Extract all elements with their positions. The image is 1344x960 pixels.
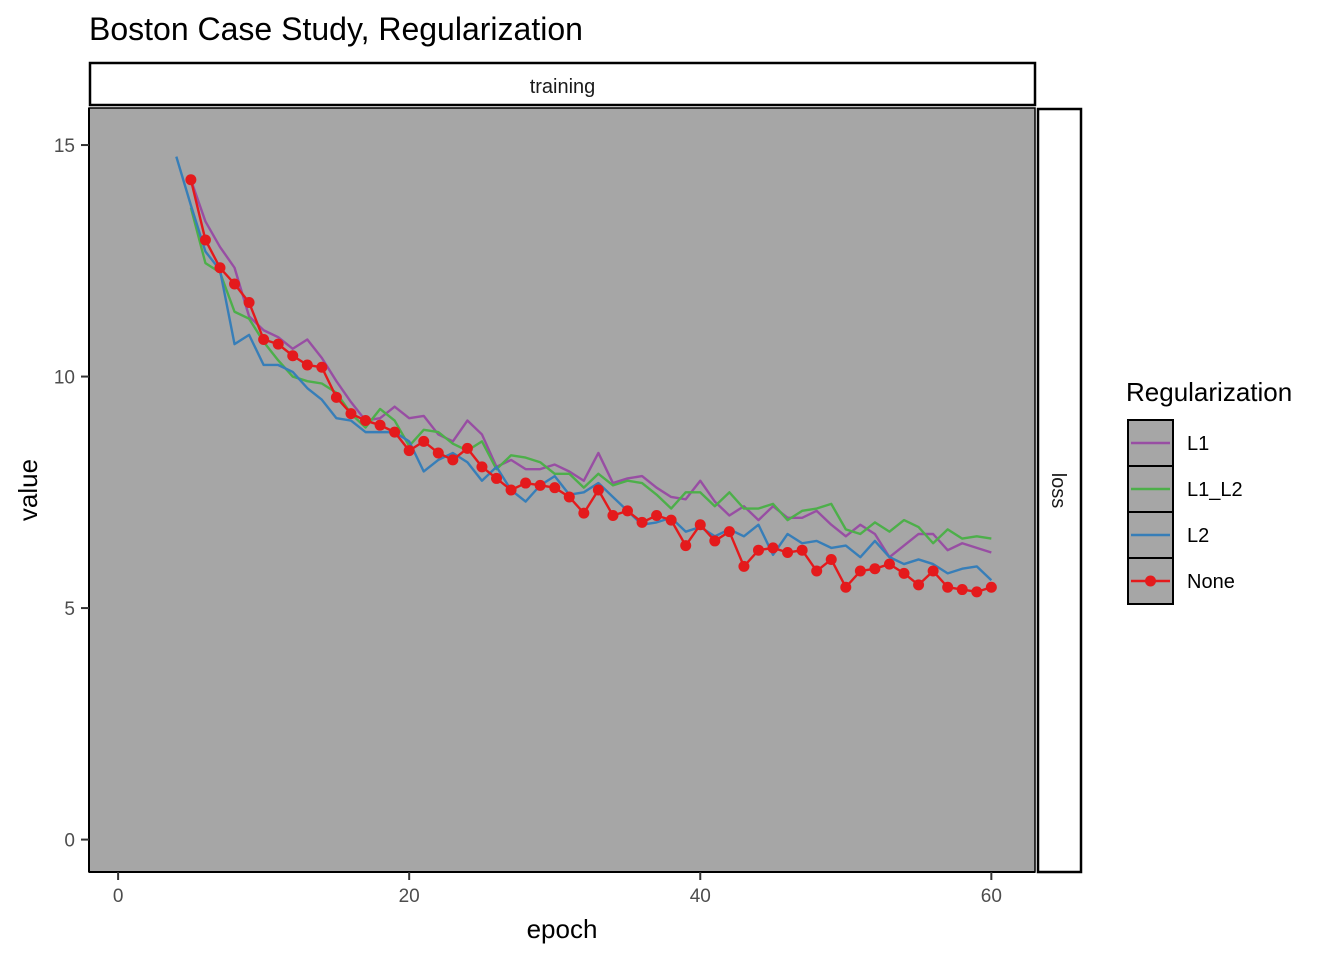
- chart-title: Boston Case Study, Regularization: [89, 11, 583, 47]
- series-line-l1: [189, 179, 992, 559]
- data-point-none: [694, 519, 706, 531]
- data-point-none: [243, 296, 255, 308]
- data-point-none: [229, 278, 241, 290]
- data-point-none: [942, 581, 954, 593]
- data-point-none: [447, 454, 459, 466]
- x-axis-title: epoch: [527, 914, 598, 944]
- data-point-none: [898, 567, 910, 579]
- legend-keys: L1 L1_L2 L2 None: [1127, 419, 1243, 605]
- facet-strip-top-label: training: [530, 76, 596, 98]
- data-point-none: [185, 174, 197, 186]
- data-point-none: [956, 584, 968, 596]
- data-point-none: [563, 491, 575, 503]
- legend-label-l1-l2: L1_L2: [1187, 479, 1243, 501]
- legend-key-point-none: [1145, 575, 1156, 587]
- data-point-none: [811, 565, 823, 577]
- panel-background: [88, 107, 1036, 873]
- data-point-none: [534, 479, 546, 491]
- data-point-none: [869, 563, 881, 575]
- data-point-none: [883, 558, 895, 570]
- series-line-l2: [175, 156, 993, 582]
- legend-title: Regularization: [1126, 377, 1292, 407]
- data-point-none: [665, 514, 677, 526]
- data-point-none: [520, 477, 532, 489]
- data-point-none: [505, 484, 517, 496]
- x-tick-label: 20: [399, 886, 420, 907]
- x-tick-label: 0: [113, 886, 124, 907]
- data-point-none: [723, 526, 735, 538]
- data-point-none: [360, 415, 372, 427]
- data-point-none: [476, 461, 488, 473]
- data-point-none: [330, 391, 342, 403]
- x-tick-label: 40: [690, 886, 711, 907]
- legend-label-l2: L2: [1187, 525, 1209, 547]
- data-point-none: [578, 507, 590, 519]
- series-line-l1-l2: [189, 207, 992, 545]
- data-point-none: [607, 509, 619, 521]
- legend-label-none: None: [1187, 571, 1235, 593]
- data-point-none: [636, 516, 648, 528]
- data-point-none: [651, 509, 663, 521]
- data-point-none: [985, 581, 997, 593]
- y-tick-label: 10: [54, 368, 75, 389]
- y-tick-label: 5: [64, 599, 75, 620]
- y-axis-title: value: [13, 459, 43, 521]
- data-point-none: [258, 334, 270, 346]
- data-point-none: [549, 482, 561, 494]
- facet-strip-right-box: [1036, 107, 1083, 874]
- data-point-none: [825, 553, 837, 565]
- series-layer: [175, 156, 997, 598]
- facet-strip-top: training: [88, 61, 1037, 107]
- data-point-none: [913, 579, 925, 591]
- data-point-none: [374, 419, 386, 431]
- legend-label-l1: L1: [1187, 433, 1209, 455]
- data-point-none: [840, 581, 852, 593]
- data-point-none: [752, 544, 764, 556]
- data-point-none: [709, 535, 721, 547]
- data-point-none: [971, 586, 983, 598]
- data-point-none: [403, 445, 415, 457]
- axes-layer: 0 20 40 60 0 5 10 15: [54, 108, 1035, 907]
- facet-strip-right-label: loss: [1047, 473, 1069, 509]
- facet-strip-top-box: [88, 61, 1037, 107]
- data-point-none: [432, 447, 444, 459]
- data-point-none: [287, 350, 299, 362]
- data-point-none: [680, 540, 692, 552]
- data-point-none: [461, 442, 473, 454]
- data-point-none: [214, 262, 226, 274]
- x-tick-label: 60: [981, 886, 1002, 907]
- data-point-none: [767, 542, 779, 554]
- data-point-none: [345, 408, 357, 420]
- data-point-none: [199, 234, 211, 246]
- data-point-none: [621, 505, 633, 517]
- data-point-none: [854, 565, 866, 577]
- data-point-none: [491, 472, 503, 484]
- data-point-none: [927, 565, 939, 577]
- data-point-none: [796, 544, 808, 556]
- y-tick-label: 0: [64, 831, 75, 852]
- data-point-none: [592, 484, 604, 496]
- facet-strip-right: loss: [1036, 107, 1083, 874]
- data-point-none: [782, 547, 794, 559]
- data-point-none: [418, 435, 430, 447]
- legend: Regularization L1 L1_L2 L2 None: [1126, 377, 1292, 605]
- data-point-none: [301, 359, 313, 371]
- data-point-none: [389, 426, 401, 438]
- data-point-none: [272, 338, 284, 350]
- data-point-none: [316, 361, 328, 373]
- y-tick-label: 15: [54, 136, 75, 157]
- data-point-none: [738, 560, 750, 572]
